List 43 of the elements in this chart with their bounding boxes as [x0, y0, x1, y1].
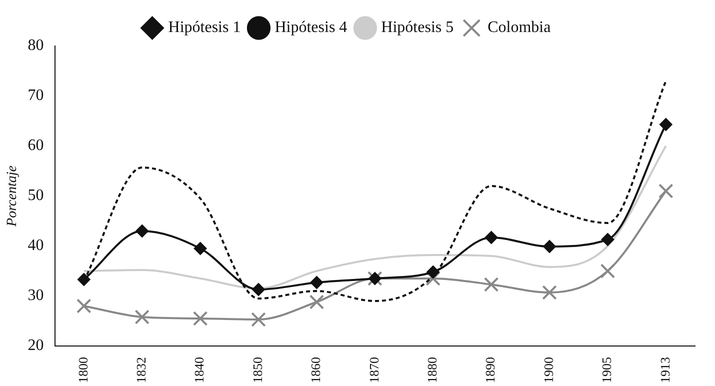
x-tick-label: 1832	[134, 357, 149, 383]
x-tick-label: 1800	[75, 357, 90, 383]
legend-label: Hipótesis 5	[381, 19, 454, 36]
y-tick-label: 40	[28, 237, 44, 254]
point	[600, 264, 616, 278]
x-tick-label: 1850	[250, 357, 265, 383]
point	[484, 277, 499, 292]
y-tick-label: 80	[28, 37, 44, 54]
point	[309, 294, 324, 310]
point	[252, 283, 265, 296]
y-tick-label: 20	[28, 337, 44, 354]
x-tick-label: 1905	[599, 357, 614, 383]
point	[484, 231, 498, 244]
x-tick-label: 1900	[540, 357, 556, 383]
point	[136, 224, 149, 238]
point	[192, 311, 208, 326]
point	[601, 233, 614, 246]
point	[77, 273, 90, 286]
x-tick-label: 1870	[366, 357, 382, 383]
y-tick-label: 50	[28, 187, 44, 204]
point	[659, 118, 672, 131]
point	[426, 271, 440, 286]
point	[310, 276, 324, 289]
point	[76, 298, 92, 314]
point	[134, 310, 150, 324]
y-axis-title: Porcentaje	[5, 166, 20, 228]
point	[658, 184, 674, 198]
y-tick-label: 70	[28, 87, 44, 104]
point	[251, 312, 266, 327]
point	[543, 240, 556, 253]
x-tick-label: 1840	[192, 357, 207, 383]
x-tick-label: 1860	[308, 357, 324, 383]
y-tick-label: 30	[28, 287, 44, 304]
point	[194, 242, 207, 255]
legend-label: Colombia	[488, 19, 551, 36]
legend-label: Hipótesis 1	[168, 19, 241, 36]
point	[542, 285, 557, 300]
x-tick-label: 1880	[424, 357, 440, 383]
y-tick-label: 60	[28, 137, 44, 154]
point	[426, 266, 440, 278]
x-tick-label: 1913	[657, 357, 672, 383]
x-tick-label: 1890	[482, 357, 498, 383]
legend-label: Hipótesis 4	[274, 19, 348, 36]
